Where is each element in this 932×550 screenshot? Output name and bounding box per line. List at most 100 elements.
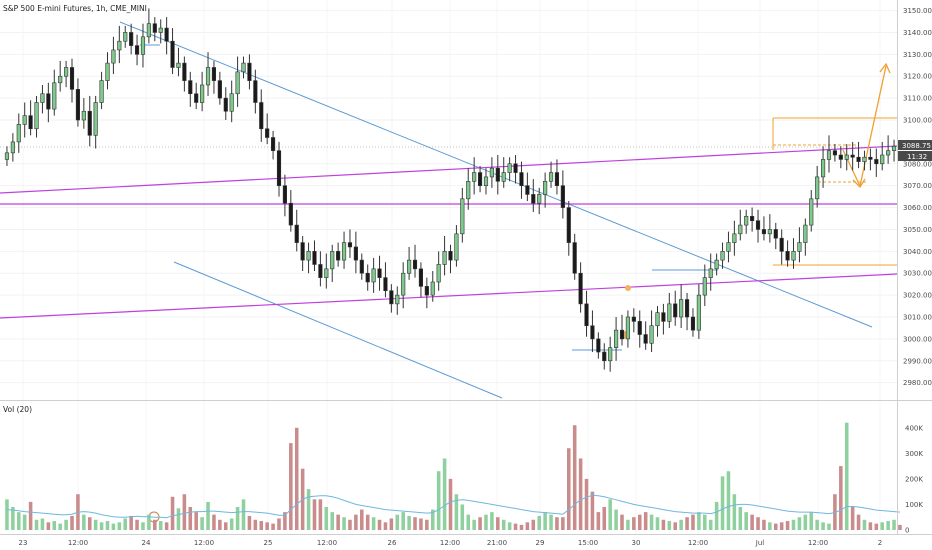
candle[interactable] — [560, 170, 565, 219]
candle[interactable] — [477, 165, 483, 193]
candle[interactable] — [312, 240, 317, 272]
candle[interactable] — [755, 209, 761, 243]
candle[interactable] — [93, 95, 98, 149]
channel-purple-upper[interactable] — [0, 145, 898, 194]
candle[interactable] — [412, 244, 418, 278]
candle[interactable] — [34, 95, 39, 138]
candle[interactable] — [276, 141, 282, 197]
candle[interactable] — [472, 157, 477, 195]
candle[interactable] — [460, 187, 465, 243]
candle[interactable] — [247, 54, 252, 90]
candle[interactable] — [336, 242, 341, 267]
candle[interactable] — [424, 277, 429, 309]
candle[interactable] — [773, 222, 778, 250]
candle[interactable] — [495, 155, 500, 195]
candle[interactable] — [679, 284, 684, 328]
candle[interactable] — [637, 310, 642, 348]
candle[interactable] — [643, 321, 648, 350]
candle[interactable] — [46, 82, 51, 123]
candle[interactable] — [767, 214, 772, 243]
candle[interactable] — [117, 25, 122, 64]
candle[interactable] — [708, 253, 713, 291]
candle[interactable] — [667, 292, 672, 328]
candle[interactable] — [891, 139, 897, 162]
candle[interactable] — [673, 290, 678, 326]
candle[interactable] — [146, 8, 151, 44]
candle[interactable] — [448, 244, 453, 274]
candle[interactable] — [519, 161, 524, 199]
candle[interactable] — [418, 262, 424, 298]
candle[interactable] — [466, 168, 471, 210]
candle[interactable] — [779, 229, 784, 265]
candle[interactable] — [306, 242, 311, 274]
candle[interactable] — [578, 262, 583, 313]
candle[interactable] — [785, 240, 790, 267]
candle[interactable] — [282, 174, 287, 217]
candle[interactable] — [761, 216, 767, 241]
candle[interactable] — [99, 71, 104, 110]
candle[interactable] — [81, 98, 86, 129]
candle[interactable] — [572, 233, 577, 280]
candle[interactable] — [826, 135, 832, 173]
candle[interactable] — [430, 271, 435, 302]
candle[interactable] — [341, 231, 347, 269]
candle[interactable] — [714, 253, 719, 276]
candle[interactable] — [702, 264, 707, 307]
candle[interactable] — [194, 82, 199, 110]
candle[interactable] — [844, 144, 849, 171]
candle[interactable] — [513, 155, 518, 184]
candle[interactable] — [655, 306, 660, 337]
candle[interactable] — [619, 314, 625, 346]
candle[interactable] — [75, 78, 80, 127]
candle[interactable] — [16, 113, 21, 153]
candle[interactable] — [105, 52, 110, 90]
candle[interactable] — [253, 69, 258, 114]
candle[interactable] — [868, 148, 873, 171]
candle[interactable] — [631, 308, 636, 333]
candle[interactable] — [608, 336, 613, 372]
candle[interactable] — [170, 28, 175, 75]
candle[interactable] — [152, 17, 157, 42]
candle[interactable] — [330, 244, 335, 282]
candle[interactable] — [288, 190, 293, 232]
candle[interactable] — [69, 58, 75, 103]
candle[interactable] — [726, 231, 731, 263]
candle[interactable] — [436, 251, 441, 291]
candle[interactable] — [880, 141, 885, 171]
candle[interactable] — [602, 343, 607, 370]
candle[interactable] — [614, 317, 619, 361]
candle[interactable] — [395, 286, 400, 315]
channel-purple-lower[interactable] — [0, 273, 898, 319]
candle[interactable] — [235, 56, 240, 107]
candle[interactable] — [886, 135, 891, 164]
candle[interactable] — [52, 69, 57, 116]
candle[interactable] — [625, 310, 630, 348]
candle[interactable] — [377, 255, 382, 291]
candle[interactable] — [850, 141, 855, 171]
candle[interactable] — [347, 229, 353, 258]
candle[interactable] — [401, 262, 406, 309]
candle[interactable] — [750, 207, 755, 232]
candle[interactable] — [548, 161, 554, 188]
candle[interactable] — [649, 310, 654, 353]
candle[interactable] — [58, 60, 63, 92]
candle[interactable] — [158, 19, 163, 44]
candle[interactable] — [188, 71, 193, 107]
candle[interactable] — [732, 220, 737, 256]
candle[interactable] — [584, 290, 589, 337]
candle[interactable] — [211, 60, 217, 94]
trendline-blue-lower[interactable] — [173, 261, 503, 399]
candle[interactable] — [359, 253, 364, 280]
candle[interactable] — [111, 36, 116, 75]
candle[interactable] — [87, 95, 92, 147]
candle[interactable] — [40, 84, 45, 114]
candle[interactable] — [554, 159, 560, 195]
candle[interactable] — [744, 209, 749, 234]
candle[interactable] — [164, 17, 169, 55]
candle[interactable] — [324, 253, 329, 289]
candle[interactable] — [229, 80, 234, 123]
candle[interactable] — [566, 201, 571, 256]
candle[interactable] — [383, 262, 388, 298]
candle[interactable] — [318, 251, 323, 287]
candle[interactable] — [874, 148, 879, 177]
